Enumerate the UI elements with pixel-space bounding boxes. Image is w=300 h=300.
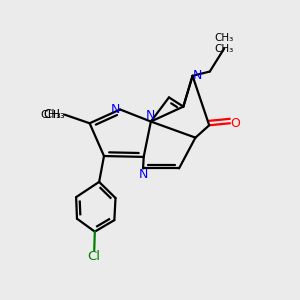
Text: N: N bbox=[138, 168, 148, 182]
Text: Cl: Cl bbox=[88, 250, 101, 263]
Text: N: N bbox=[111, 103, 120, 116]
Text: CH₃: CH₃ bbox=[214, 44, 234, 53]
Text: CH₃: CH₃ bbox=[214, 34, 234, 44]
Text: CH₃: CH₃ bbox=[43, 108, 64, 121]
Text: N: N bbox=[146, 109, 155, 122]
Text: O: O bbox=[230, 117, 240, 130]
Text: CH₃: CH₃ bbox=[41, 110, 62, 120]
Text: N: N bbox=[193, 69, 202, 82]
